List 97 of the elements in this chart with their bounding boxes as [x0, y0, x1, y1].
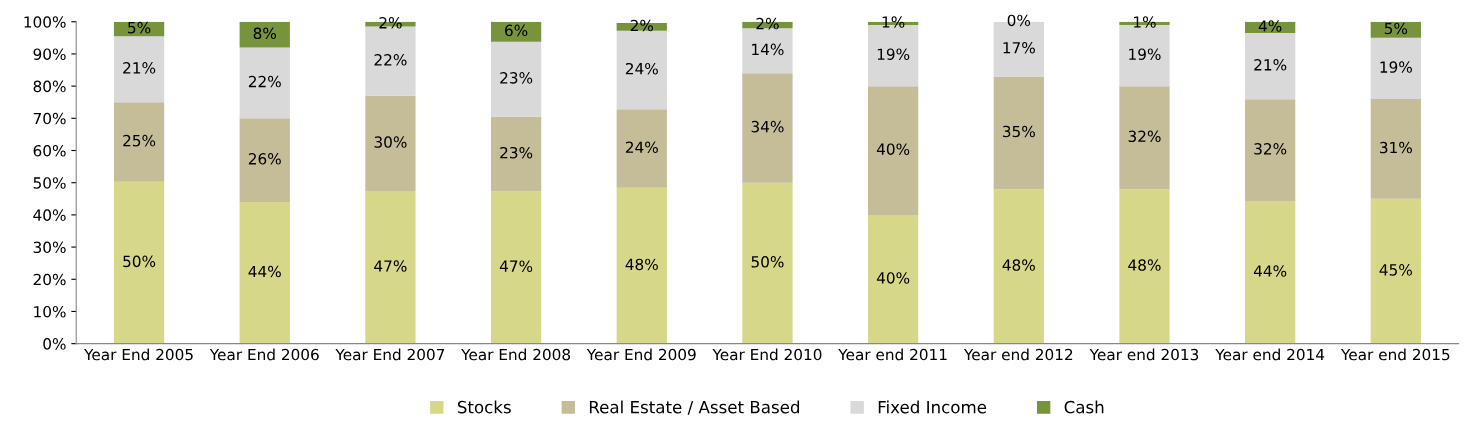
data-label: 35% [1002, 125, 1035, 138]
data-label: 19% [1129, 48, 1161, 60]
bar [1370, 198, 1421, 344]
data-label: 50% [123, 255, 156, 268]
data-label: 44% [1253, 265, 1287, 277]
y-tick-label: 40% [33, 209, 66, 221]
x-tick-label: Year End 2006 [209, 348, 319, 361]
bar [490, 21, 542, 42]
data-label: 26% [248, 153, 281, 165]
y-tick-label: 90% [33, 48, 66, 60]
x-tick-label: Year End 2010 [712, 348, 822, 361]
bar [616, 30, 667, 110]
data-label: 17% [1003, 41, 1035, 54]
bar [993, 189, 1044, 344]
bar [490, 116, 542, 192]
data-label: 19% [877, 48, 910, 60]
data-label: 40% [876, 272, 910, 284]
legend-label: Real Estate / Asset Based [589, 400, 799, 415]
data-label: 32% [1128, 130, 1161, 143]
bar [1119, 86, 1170, 190]
data-label: 2% [630, 19, 654, 32]
legend-label: Stocks [457, 400, 511, 414]
x-tick-label: Year End 2009 [586, 348, 696, 361]
data-label: 30% [374, 136, 407, 148]
data-label: 19% [1380, 61, 1412, 73]
data-label: 48% [1002, 259, 1035, 271]
bar [1245, 33, 1296, 100]
y-tick-label: 0% [43, 338, 66, 350]
x-tick-label: Year End 2008 [461, 348, 571, 361]
bar [742, 28, 793, 74]
bar [867, 214, 919, 344]
data-label: 25% [123, 134, 156, 147]
y-tick-label: 10% [34, 305, 66, 318]
x-tick-label: Year end 2015 [1340, 348, 1450, 361]
data-label: 50% [751, 256, 784, 268]
bar [1245, 201, 1296, 344]
bar [1370, 37, 1421, 100]
x-tick-label: Year end 2013 [1089, 348, 1199, 361]
y-tick-label: 80% [33, 80, 66, 93]
y-tick-label: 30% [33, 241, 66, 254]
data-label: 21% [123, 62, 156, 74]
bar [1245, 99, 1296, 202]
data-label: 34% [751, 120, 784, 133]
data-label: 24% [625, 141, 658, 154]
bar [993, 76, 1044, 190]
data-label: 47% [374, 260, 407, 272]
x-tick-label: Year end 2014 [1215, 348, 1325, 361]
data-label: 4% [1258, 20, 1282, 32]
bar [1119, 189, 1170, 344]
bar [113, 36, 165, 103]
bar [742, 182, 793, 344]
bar [239, 202, 290, 344]
data-label: 5% [1384, 22, 1408, 35]
y-tick-label: 100% [24, 16, 66, 28]
y-tick-label: 50% [33, 177, 66, 189]
bar [365, 95, 416, 192]
data-label: 48% [625, 258, 658, 271]
x-tick-label: Year end 2011 [838, 348, 947, 361]
data-label: 31% [1380, 141, 1412, 154]
data-label: 23% [500, 146, 533, 159]
bar [490, 41, 542, 117]
data-label: 22% [374, 54, 407, 66]
bar [365, 191, 416, 344]
data-label: 23% [500, 72, 533, 84]
y-tick-label: 60% [33, 144, 66, 157]
data-label: 8% [253, 27, 277, 40]
bar [616, 187, 667, 344]
legend-label: Fixed Income [878, 400, 987, 414]
bar [239, 118, 290, 203]
data-label: 48% [1128, 259, 1161, 271]
bar [490, 191, 542, 344]
bar [113, 181, 165, 344]
x-tick-label: Year end 2012 [963, 348, 1073, 361]
data-label: 14% [752, 43, 784, 56]
data-label: 22% [248, 75, 281, 88]
data-label: 6% [505, 24, 528, 37]
bar [1370, 99, 1421, 199]
data-label: 24% [625, 62, 658, 75]
data-label: 32% [1254, 143, 1287, 155]
bar [113, 102, 165, 182]
data-label: 40% [876, 143, 910, 155]
data-label: 44% [248, 265, 281, 278]
data-label: 45% [1379, 264, 1412, 276]
bar [867, 86, 919, 215]
data-label: 5% [128, 21, 151, 34]
data-label: 47% [499, 260, 533, 272]
y-tick-label: 70% [33, 112, 66, 125]
bar [239, 47, 290, 119]
data-label: 21% [1254, 59, 1287, 71]
data-label: 0% [1007, 14, 1031, 27]
bar [616, 109, 667, 188]
x-tick-label: Year End 2007 [335, 348, 445, 361]
x-tick-label: Year End 2005 [84, 348, 193, 361]
bar [742, 73, 793, 183]
y-tick-label: 20% [33, 273, 66, 286]
legend-label: Cash [1064, 400, 1104, 414]
bar [239, 21, 290, 48]
